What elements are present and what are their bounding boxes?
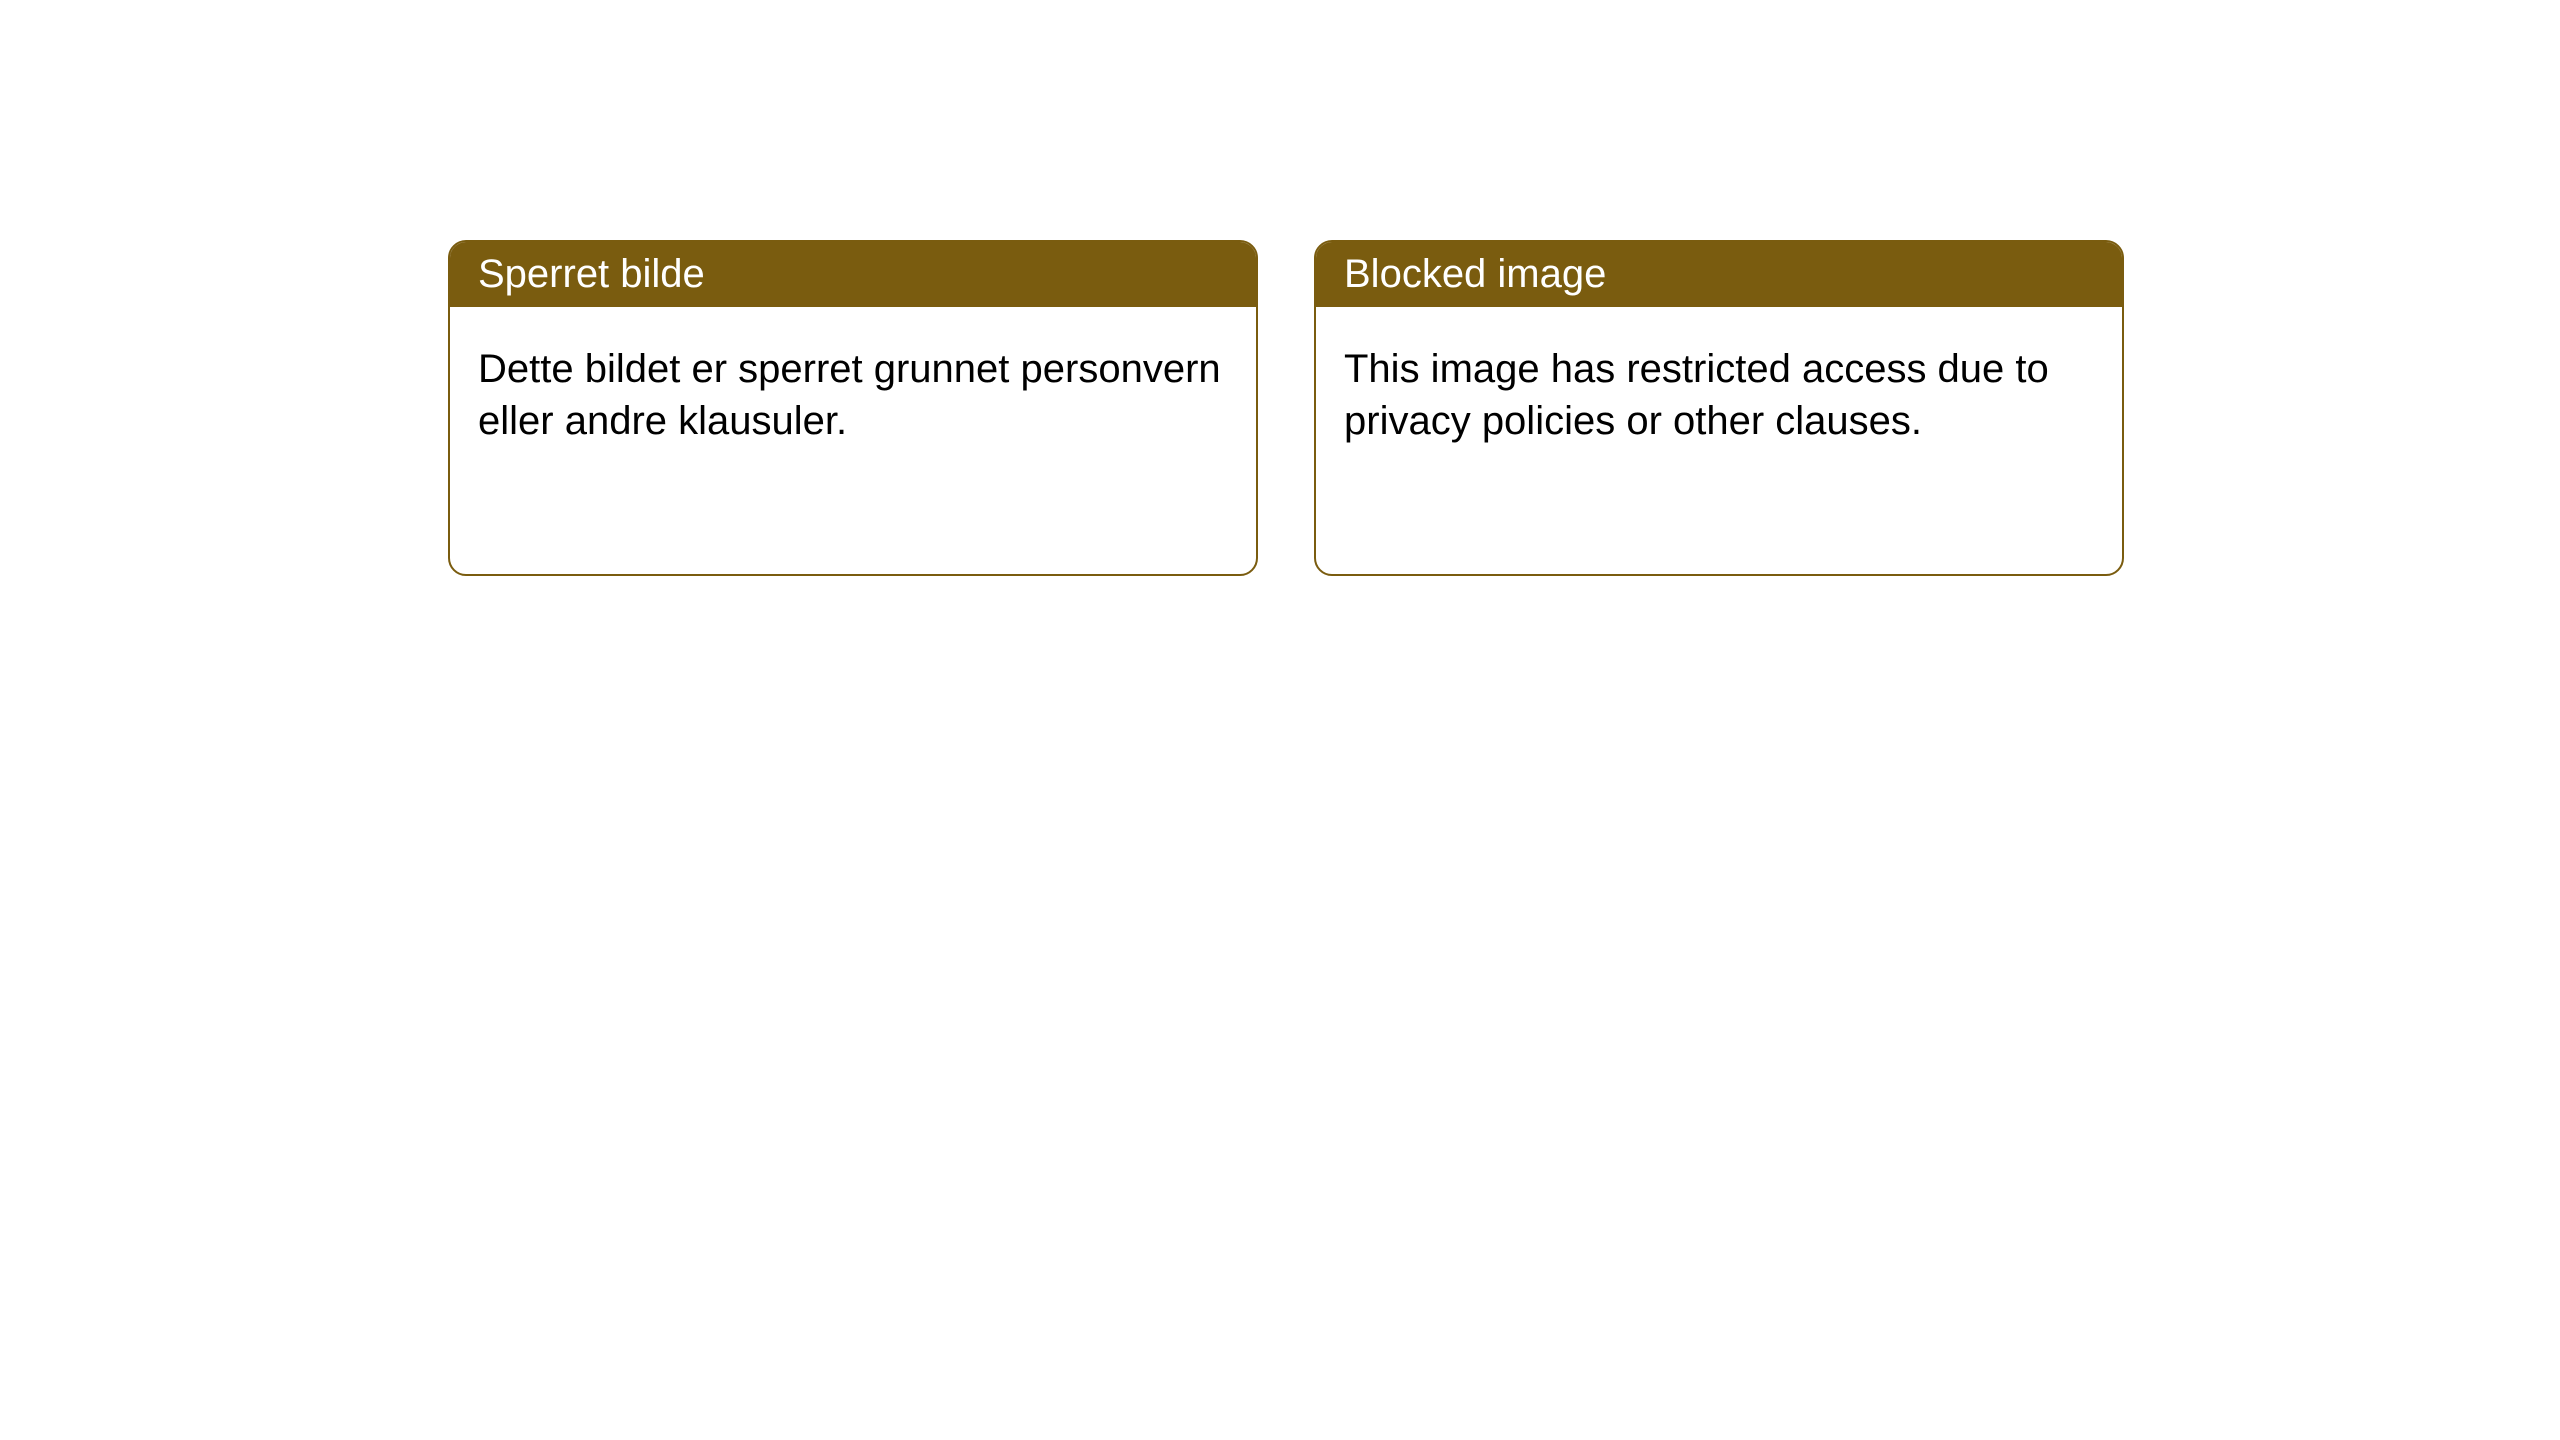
cards-container: Sperret bilde Dette bildet er sperret gr… bbox=[0, 0, 2560, 576]
card-body: This image has restricted access due to … bbox=[1316, 307, 2122, 483]
card-header: Blocked image bbox=[1316, 242, 2122, 307]
blocked-image-card-en: Blocked image This image has restricted … bbox=[1314, 240, 2124, 576]
card-body: Dette bildet er sperret grunnet personve… bbox=[450, 307, 1256, 483]
blocked-image-card-no: Sperret bilde Dette bildet er sperret gr… bbox=[448, 240, 1258, 576]
card-header: Sperret bilde bbox=[450, 242, 1256, 307]
